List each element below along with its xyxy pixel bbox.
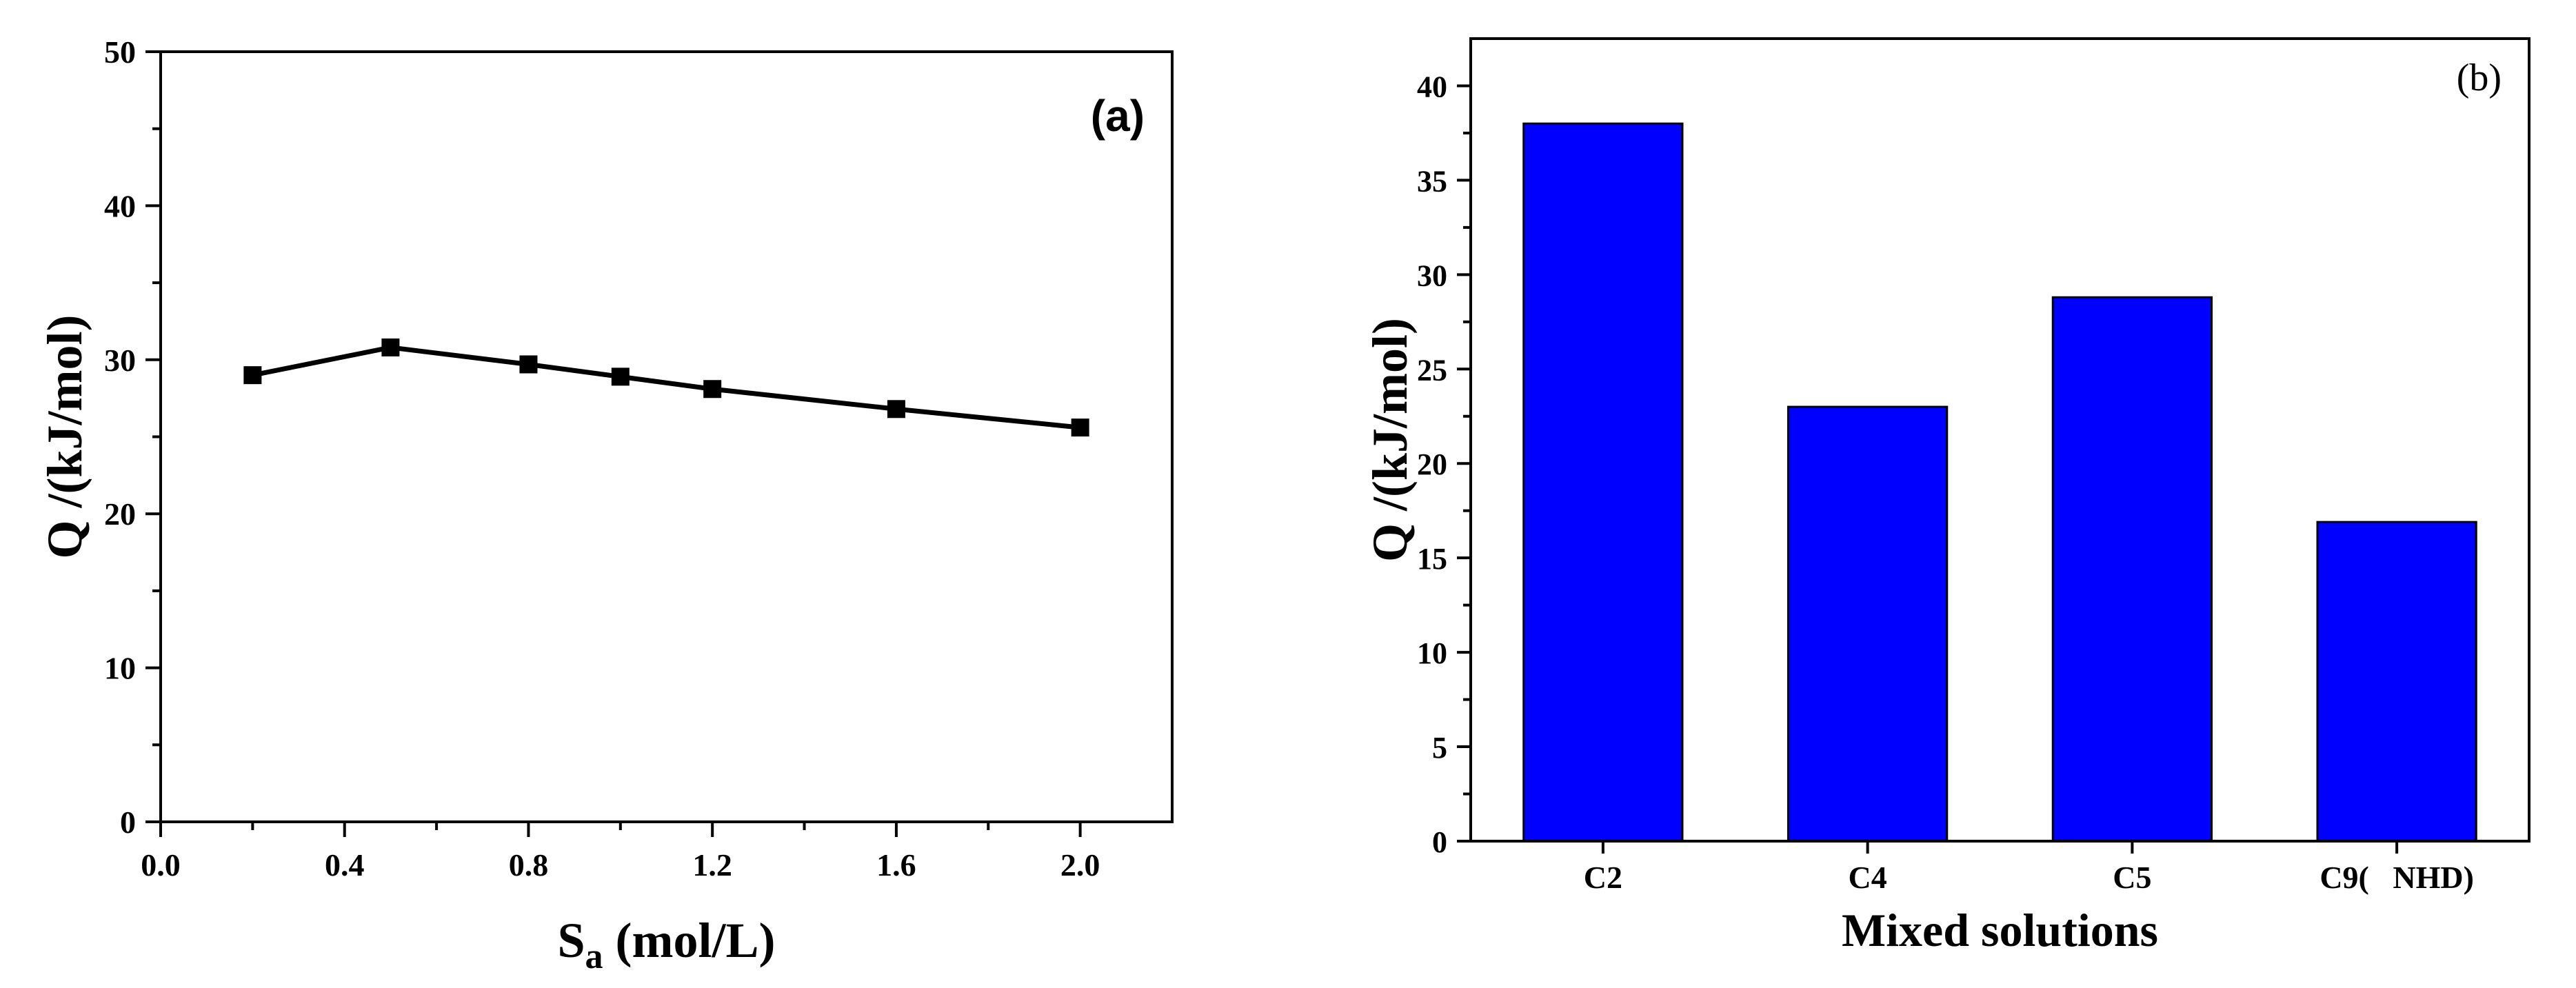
y-tick-label: 10: [1417, 636, 1447, 670]
panel-a-frame: [159, 50, 1174, 823]
series-line: [252, 345, 1080, 430]
y-tick-label: 10: [104, 651, 136, 686]
x-tick-label: 0.8: [509, 847, 549, 883]
y-tick-label: 35: [1417, 164, 1447, 198]
data-point: [381, 338, 400, 356]
data-point: [243, 366, 262, 385]
panel-a-y-axis-label: Q /(kJ/mol): [37, 315, 92, 559]
data-point: [611, 367, 630, 386]
y-tick-label: 0: [120, 805, 136, 840]
y-tick-label: 30: [104, 343, 136, 378]
bar-c4: [1787, 405, 1949, 843]
panel-a-line-chart: 0.0 0.4 0.8 1.2 1.6 2.0 0 10 20 30 40 50 (a) Q /(kJ…: [37, 34, 1174, 976]
panel-b-x-axis-label: Mixed solutions: [1842, 904, 2158, 956]
data-point: [519, 355, 538, 374]
data-point: [887, 400, 905, 419]
bars: [1522, 122, 2477, 843]
x-label-subscript: a: [585, 937, 603, 976]
y-tick-label: 25: [1417, 353, 1447, 387]
y-tick-label: 15: [1417, 542, 1447, 576]
bar-c5: [2051, 296, 2213, 843]
y-tick-label: 5: [1432, 731, 1447, 765]
panel-a-ticks: 0.0 0.4 0.8 1.2 1.6 2.0 0 10 20 30 40 50: [104, 34, 1100, 883]
y-tick-label: 50: [104, 34, 136, 70]
y-tick-label: 20: [1417, 447, 1447, 481]
x-tick-label: 1.2: [692, 847, 732, 883]
panel-b-label: (b): [2457, 57, 2502, 99]
panel-b-bar-chart: 0 5 10 15 20 25 30 35 40 C2 C4 C5 C9( NHD) (b) Q /(k…: [1362, 37, 2530, 956]
data-point: [703, 380, 722, 399]
x-tick-label: C5: [2113, 860, 2151, 895]
x-tick-label: 1.6: [876, 847, 916, 883]
y-tick-label: 40: [104, 188, 136, 223]
y-tick-label: 30: [1417, 259, 1447, 292]
series-points: [243, 338, 1089, 437]
x-tick-label: 2.0: [1060, 847, 1100, 883]
x-label-main: S: [557, 913, 585, 968]
panel-b-frame: [1469, 37, 2530, 843]
panel-b-ticks: 0 5 10 15 20 25 30 35 40 C2 C4 C5 C9( NHD): [1417, 70, 2474, 895]
y-tick-label: 20: [104, 496, 136, 532]
panel-b-y-axis-label: Q /(kJ/mol): [1362, 318, 1418, 562]
x-tick-label: C9( NHD): [2320, 860, 2474, 895]
x-tick-label: C4: [1849, 860, 1887, 895]
bar-c2: [1522, 122, 1684, 843]
x-tick-label: C2: [1584, 860, 1622, 895]
x-tick-label: 0.0: [141, 847, 181, 883]
panel-a-label: (a): [1091, 91, 1145, 141]
bar-c9nhd: [2316, 521, 2477, 843]
y-tick-label: 0: [1432, 825, 1447, 859]
x-tick-label: 0.4: [325, 847, 365, 883]
x-label-rest: (mol/L): [603, 913, 776, 968]
data-point: [1071, 419, 1089, 437]
y-tick-label: 40: [1417, 70, 1447, 103]
panel-a-x-axis-label: Sa (mol/L): [557, 913, 775, 976]
